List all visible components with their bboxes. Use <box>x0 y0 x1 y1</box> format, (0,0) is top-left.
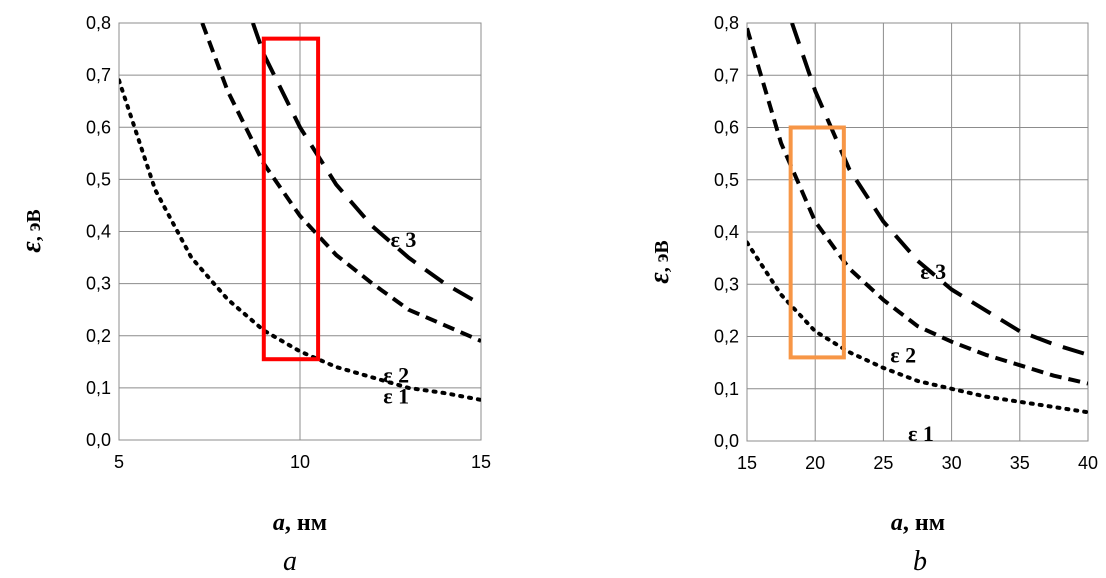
plot-border <box>746 22 1089 442</box>
y-axis-title: ε, эВ <box>16 209 47 252</box>
x-tick-label: 30 <box>942 453 962 473</box>
y-tick-label: 0,0 <box>86 430 111 450</box>
x-axis-var: a <box>891 510 903 536</box>
y-tick-label: 0,8 <box>86 13 111 33</box>
x-tick-label: 15 <box>737 453 757 473</box>
panel-caption: b <box>913 546 927 577</box>
series-group <box>119 23 481 402</box>
series-line-ε-1 <box>119 78 481 402</box>
x-tick-label: 20 <box>805 453 825 473</box>
series-label: ε 1 <box>908 421 934 446</box>
chart-panel-b: 0,0 0,1 0,2 0,3 0,4 0,5 0,6 0,7 0,8 15 20 25 30 35 40 ε… <box>644 13 1098 577</box>
y-tick-label: 0,1 <box>714 379 739 399</box>
y-tick-label: 0,2 <box>714 327 739 347</box>
chart-panel-a: 0,0 0,1 0,2 0,3 0,4 0,5 0,6 0,7 0,8 5 10 15 ε 3 ε 2ε … <box>16 13 491 577</box>
y-tick-label: 0,2 <box>86 326 111 346</box>
series-line-ε-2 <box>747 27 1088 386</box>
y-axis-var: ε <box>16 241 47 253</box>
y-tick-label: 0,5 <box>86 169 111 189</box>
y-tick-label: 0,3 <box>714 274 739 294</box>
series-group <box>747 23 1088 415</box>
y-tick-label: 0,6 <box>714 118 739 138</box>
y-tick-label: 0,5 <box>714 170 739 190</box>
x-axis-unit: , нм <box>285 510 327 536</box>
y-tick-label: 0,7 <box>86 65 111 85</box>
y-tick-label: 0,8 <box>714 13 739 33</box>
x-tick-label: 40 <box>1078 453 1098 473</box>
y-axis-unit: , эВ <box>23 209 45 241</box>
y-tick-label: 0,4 <box>714 222 739 242</box>
y-tick-label: 0,1 <box>86 378 111 398</box>
x-axis-title: a, нм <box>891 510 945 536</box>
series-label: ε 3 <box>920 259 946 284</box>
x-tick-label: 10 <box>290 452 310 472</box>
panel-caption: a <box>283 546 297 577</box>
y-tick-label: 0,4 <box>86 222 111 242</box>
series-label: ε 3 <box>391 227 417 252</box>
highlight-box <box>261 36 321 362</box>
series-label: ε 1 <box>383 384 409 409</box>
x-tick-label: 35 <box>1010 453 1030 473</box>
y-tick-label: 0,3 <box>86 274 111 294</box>
highlight-box <box>788 125 846 360</box>
x-tick-label: 15 <box>471 452 491 472</box>
x-tick-label: 25 <box>873 453 893 473</box>
y-tick-label: 0,7 <box>714 65 739 85</box>
x-axis-var: a <box>273 510 285 536</box>
y-axis-var: ε <box>644 272 675 284</box>
series-label: ε 2 <box>383 363 409 388</box>
series-line-ε-2 <box>200 23 481 343</box>
plot-border <box>118 22 482 441</box>
y-tick-label: 0,6 <box>86 117 111 137</box>
y-axis-unit: , эВ <box>651 240 673 272</box>
x-axis-unit: , нм <box>903 510 945 536</box>
series-line-ε-3 <box>251 23 481 307</box>
series-line-ε-1 <box>747 240 1088 415</box>
x-tick-label: 5 <box>114 452 124 472</box>
series-line-ε-3 <box>790 23 1088 357</box>
series-label: ε 2 <box>890 343 916 368</box>
y-tick-label: 0,0 <box>714 431 739 451</box>
x-axis-title: a, нм <box>273 510 327 536</box>
y-axis-title: ε, эВ <box>644 240 675 283</box>
